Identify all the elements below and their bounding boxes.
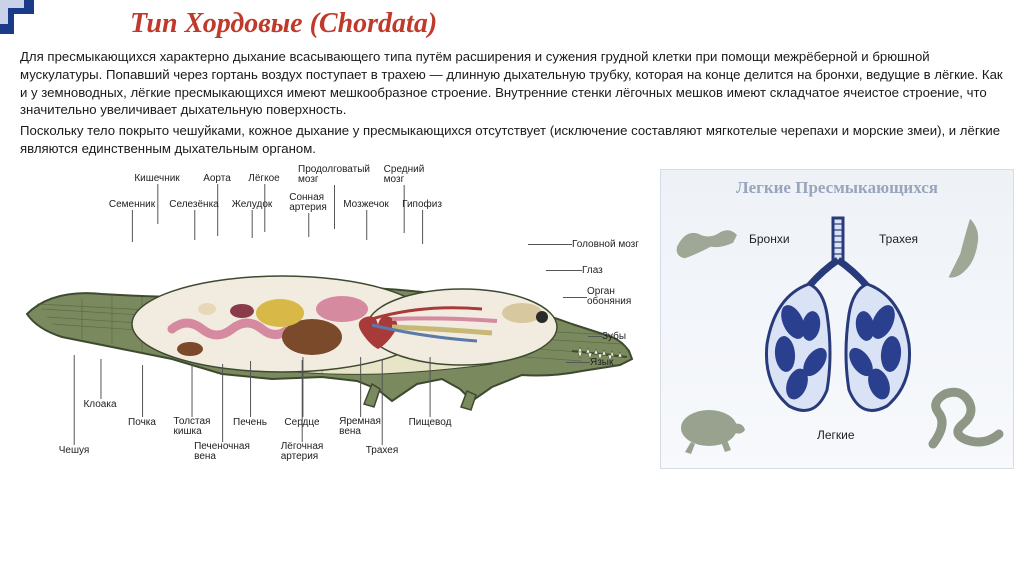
label-text: Почка <box>128 417 156 428</box>
label-text: Чешуя <box>59 445 90 456</box>
label-pochka: Почка <box>128 417 156 428</box>
page-title: Тип Хордовые (Chordata) <box>0 0 1024 46</box>
label-trakheya-lung: Трахея <box>879 232 918 246</box>
label-yaremnaya: Яремнаявена <box>339 417 381 437</box>
crocodile-anatomy-diagram: Кишечник Аорта Лёгкое Продолговатыймозг … <box>12 169 652 469</box>
label-sonnaya: Соннаяартерия <box>289 193 327 213</box>
label-text: Толстаякишка <box>174 416 211 437</box>
label-text: Печеночнаявена <box>194 441 250 462</box>
label-mozzhechok: Мозжечок <box>343 199 389 210</box>
paragraph-1: Для пресмыкающихся характерно дыхание вс… <box>20 48 1008 119</box>
label-text: Клоака <box>83 399 116 410</box>
figure-row: Кишечник Аорта Лёгкое Продолговатыймозг … <box>0 167 1024 469</box>
label-text: Глаз <box>582 265 603 276</box>
label-trakheya: Трахея <box>366 445 399 456</box>
label-kishechnik: Кишечник <box>134 173 179 184</box>
label-text: Селезёнка <box>169 199 218 210</box>
label-aorta: Аорта <box>203 173 231 184</box>
label-cheshuya: Чешуя <box>59 445 90 456</box>
label-text: Язык <box>590 357 613 368</box>
crocodile-svg <box>22 209 642 419</box>
corner-decoration-inner <box>0 0 24 24</box>
label-organ-obon: Органобоняния <box>587 287 631 307</box>
label-golov-mozg: Головной мозг <box>572 239 639 250</box>
label-pechen-vena: Печеночнаявена <box>194 442 250 462</box>
lizard-icon <box>667 208 745 266</box>
label-semennik: Семенник <box>109 199 155 210</box>
label-text: Лёгочнаяартерия <box>281 441 324 462</box>
label-text: Головной мозг <box>572 239 639 250</box>
label-lyogkie: Легкие <box>817 428 855 442</box>
label-text: Пищевод <box>409 417 452 428</box>
label-zheludok: Желудок <box>232 199 273 210</box>
paragraph-2: Поскольку тело покрыто чешуйками, кожное… <box>20 122 1008 158</box>
lizard-icon <box>931 210 1009 290</box>
label-text: Средниймозг <box>384 164 425 185</box>
label-text: Трахея <box>366 445 399 456</box>
label-text: Желудок <box>232 199 273 210</box>
label-gipofiz: Гипофиз <box>402 199 442 210</box>
turtle-icon <box>667 394 751 458</box>
label-prodolg: Продолговатыймозг <box>298 165 370 185</box>
label-pishchevod: Пищевод <box>409 417 452 428</box>
label-yazyk: Язык <box>590 357 613 368</box>
label-sredniy: Средниймозг <box>384 165 425 185</box>
label-text: Кишечник <box>134 173 179 184</box>
label-zuby: Зубы <box>602 331 626 342</box>
label-tolst-kishka: Толстаякишка <box>174 417 211 437</box>
label-kloaka: Клоака <box>83 399 116 410</box>
label-text: Яремнаявена <box>339 416 381 437</box>
label-lyogkoe: Лёгкое <box>248 173 279 184</box>
label-bronhi: Бронхи <box>749 232 790 246</box>
label-text: Органобоняния <box>587 286 631 307</box>
label-text: Аорта <box>203 173 231 184</box>
label-text: Продолговатыймозг <box>298 164 370 185</box>
label-text: Лёгкое <box>248 173 279 184</box>
label-glaz: Глаз <box>582 265 603 276</box>
label-lyog-art: Лёгочнаяартерия <box>281 442 324 462</box>
lungs-diagram: Легкие Пресмыкающихся <box>660 169 1014 469</box>
label-text: Печень <box>233 417 267 428</box>
label-selez: Селезёнка <box>169 199 218 210</box>
label-text: Мозжечок <box>343 199 389 210</box>
snake-icon <box>923 384 1009 460</box>
body-text: Для пресмыкающихся характерно дыхание вс… <box>0 46 1024 167</box>
label-text: Семенник <box>109 199 155 210</box>
label-text: Зубы <box>602 331 626 342</box>
lungs-title: Легкие Пресмыкающихся <box>661 178 1013 198</box>
label-text: Соннаяартерия <box>289 192 327 213</box>
label-pechen: Печень <box>233 417 267 428</box>
label-text: Гипофиз <box>402 199 442 210</box>
